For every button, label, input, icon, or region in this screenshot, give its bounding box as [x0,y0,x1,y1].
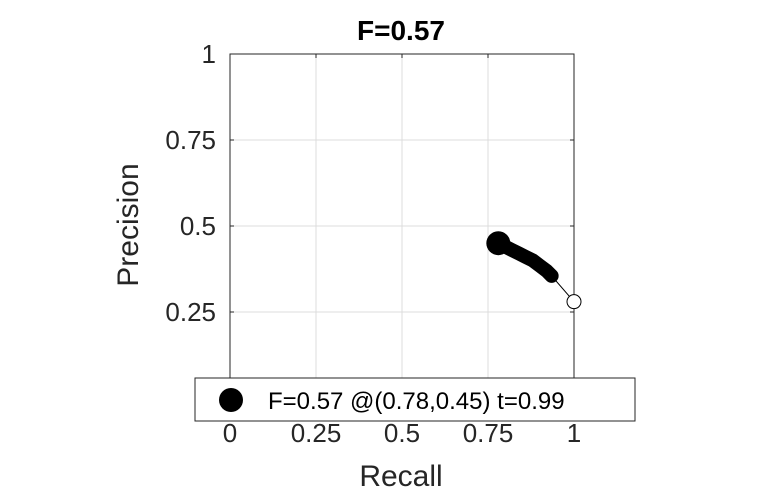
x-tick-label: 0.25 [291,418,342,448]
y-tick-label: 0.5 [180,211,216,241]
x-tick-label: 1 [567,418,581,448]
legend-marker [219,388,243,412]
end-point [566,294,582,310]
x-axis-label: Recall [359,460,442,493]
y-tick-label: 0.75 [165,125,216,155]
y-axis-label: Precision [112,163,145,286]
legend-box [194,377,636,422]
x-tick-label: 0.5 [384,418,420,448]
legend-entry: F=0.57 @(0.78,0.45) t=0.99 [268,388,565,415]
legend: F=0.57 @(0.78,0.45) t=0.99 [194,377,636,422]
series [486,231,582,310]
grid [229,53,575,398]
best-f-point [486,231,511,256]
x-tick-label: 0 [223,418,237,448]
y-tick-label: 1 [202,39,216,69]
x-tick-label: 0.75 [463,418,514,448]
tick-labels: 0 0.25 0.5 0.75 1 0.25 0.5 0.75 1 [165,39,581,448]
y-tick-label: 0.25 [165,297,216,327]
chart-title: F=0.57 [357,15,445,46]
